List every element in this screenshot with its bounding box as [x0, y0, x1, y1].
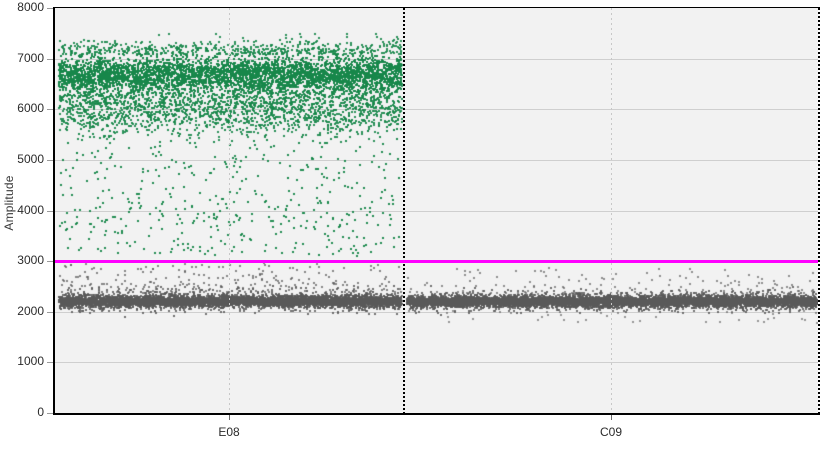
y-tickmark	[47, 109, 53, 110]
y-tickmark	[47, 211, 53, 212]
x-tickmark	[611, 415, 612, 420]
x-axis-line	[53, 413, 820, 415]
y-tickmark	[47, 261, 53, 262]
y-tick-label: 2000	[17, 303, 44, 318]
y-axis-tick-labels: 0 1000 2000 3000 4000 5000 6000 7000 8000	[0, 0, 44, 473]
y-tick-label: 5000	[17, 151, 44, 166]
y-tick-label: 4000	[17, 202, 44, 217]
y-tick-label: 3000	[17, 253, 44, 268]
plot-top-border	[53, 7, 820, 8]
y-tickmark	[47, 312, 53, 313]
y-tickmark	[47, 8, 53, 9]
x-tick-label-c09[interactable]: C09	[599, 425, 623, 439]
sample-separator-line	[403, 8, 405, 413]
droplet-scatter-points	[55, 8, 818, 413]
threshold-line[interactable]	[55, 260, 818, 263]
plot-right-border	[818, 8, 820, 415]
y-tick-label: 0	[37, 405, 44, 419]
y-tick-label: 1000	[17, 354, 44, 369]
y-tick-label: 6000	[17, 101, 44, 116]
x-tickmark	[229, 415, 230, 420]
category-gridline	[229, 8, 230, 413]
y-tick-label: 8000	[17, 0, 44, 14]
y-axis-line	[53, 8, 55, 415]
y-tick-label: 7000	[17, 50, 44, 65]
x-tick-label-e08[interactable]: E08	[218, 425, 240, 439]
y-tickmark	[47, 413, 53, 414]
y-tickmark	[47, 160, 53, 161]
y-tickmark	[47, 362, 53, 363]
plot-area[interactable]	[55, 8, 818, 413]
category-gridline	[611, 8, 612, 413]
y-tickmark	[47, 59, 53, 60]
